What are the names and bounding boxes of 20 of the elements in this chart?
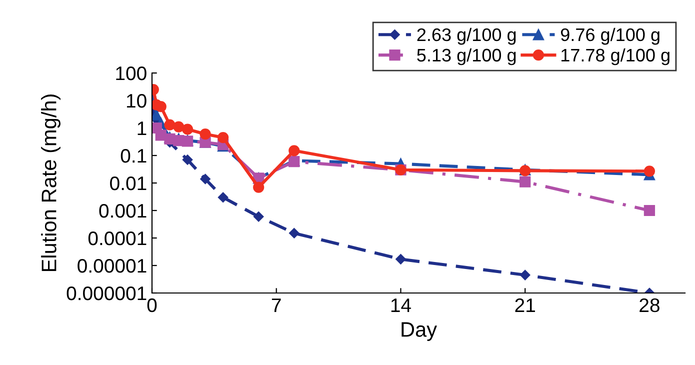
x-axis-title: Day (402, 322, 437, 341)
y-tick-label: 0.00001 (78, 258, 146, 273)
y-tick-label: 0.0001 (88, 231, 146, 246)
x-tick-label: 14 (391, 298, 411, 312)
y-tick-label: 0.001 (99, 204, 146, 218)
y-tick-label: 0.000001 (66, 286, 146, 300)
legend-label: 5.13 g/100 g (417, 48, 516, 66)
y-axis-title: Elution Rate (mg/h) (41, 94, 60, 272)
y-tick-label: 1 (138, 122, 146, 136)
y-tick-label: 10 (126, 94, 146, 108)
y-tick-label: 0.01 (110, 176, 146, 190)
y-tick-label: 100 (116, 66, 146, 80)
legend-label: 2.63 g/100 g (417, 28, 516, 45)
y-tick-label: 0.1 (120, 148, 146, 163)
x-tick-label: 7 (272, 298, 281, 312)
x-tick-label: 21 (515, 298, 535, 312)
x-tick-label: 0 (147, 298, 157, 312)
legend-label: 17.78 g/100 g (562, 48, 670, 66)
legend-label: 9.76 g/100 g (560, 28, 660, 45)
x-tick-label: 28 (640, 298, 660, 312)
